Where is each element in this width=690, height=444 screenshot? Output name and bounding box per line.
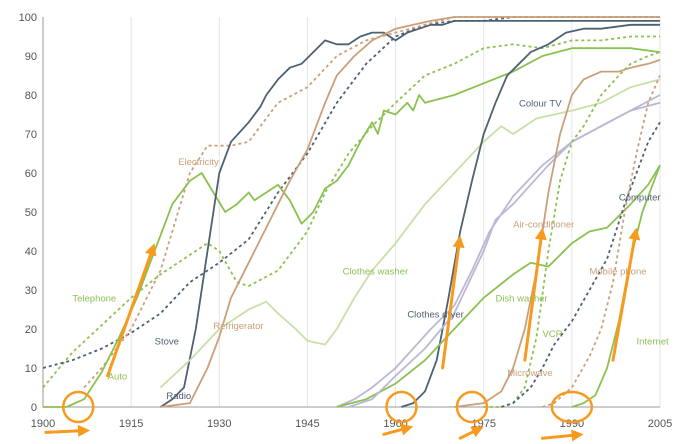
x-tick-label: 1915 (119, 418, 143, 430)
series-line-colour-tv (401, 23, 660, 408)
series-label-electricity: Electricity (178, 157, 219, 168)
series-label-clothes-dryer: Clothes dryer (407, 309, 464, 320)
series-line-telephone (42, 35, 660, 389)
series-label-radio: Radio (166, 391, 191, 402)
series-line-refrigerator (160, 16, 660, 408)
grid-lines (42, 17, 661, 407)
axis-arrow-3-head (470, 426, 484, 438)
axis-arrow-2-head (400, 423, 414, 436)
series-label-computer: Computer (619, 192, 661, 203)
y-tick-label: 70 (25, 129, 37, 141)
y-tick-label: 100 (19, 12, 37, 24)
x-tick-label: 2005 (648, 418, 672, 430)
series-label-stove: Stove (155, 337, 179, 348)
y-tick-label: 60 (25, 168, 37, 180)
series-label-dish-washer: Dish washer (495, 294, 547, 305)
axis-arrow-2 (382, 428, 404, 436)
highlight-circle-4 (550, 390, 594, 424)
series-line-auto (43, 47, 661, 408)
x-tick-label: 1900 (31, 418, 55, 430)
orange-annotations (44, 227, 641, 442)
y-tick-label: 20 (25, 324, 37, 336)
series-label-microwave: Microwave (507, 368, 552, 379)
series-line-stove (42, 16, 660, 369)
y-tick-label: 30 (25, 285, 37, 297)
axis-arrow-3 (458, 430, 475, 440)
y-tick-label: 90 (25, 51, 37, 63)
series-label-clothes-washer: Clothes washer (343, 266, 408, 277)
series-label-refrigerator: Refrigerator (213, 321, 263, 332)
axis-arrow-1 (44, 429, 80, 434)
y-tick-label: 80 (25, 90, 37, 102)
trend-arrow-2-head (452, 235, 465, 249)
series-label-air-conditioner: Air-conditioner (513, 220, 574, 231)
series-line-clothes-washer (159, 78, 661, 389)
series-labels: Telephone Stove Auto Radio Electricity Refrig… (72, 99, 669, 403)
series-line-air-conditioner (348, 101, 661, 408)
series-line-electricity (83, 16, 660, 389)
trend-arrow-4-head (628, 227, 641, 241)
x-tick-label: 1945 (295, 418, 319, 430)
highlight-circle-3 (455, 390, 489, 424)
y-tick-label: 10 (25, 363, 37, 375)
trend-arrow-1 (106, 253, 153, 378)
series-label-internet: Internet (636, 337, 669, 348)
trend-arrow-2 (441, 245, 461, 370)
trend-arrow-3 (523, 237, 543, 362)
x-tick-label: 1930 (207, 418, 231, 430)
axis-arrow-1-head (77, 424, 90, 437)
y-tick-label: 0 (31, 402, 37, 414)
y-tick-label: 50 (25, 207, 37, 219)
series-lines (42, 16, 661, 408)
series-line-radio (160, 20, 660, 408)
series-label-telephone: Telephone (72, 294, 116, 305)
series-line-computer (501, 121, 661, 408)
series-label-auto: Auto (108, 372, 128, 383)
series-label-mobile-phone: Mobile phone (589, 266, 646, 277)
series-line-mobile-phone (542, 75, 661, 408)
series-line-microwave (454, 59, 661, 408)
trend-arrow-1-head (145, 243, 157, 257)
trend-arrow-3-head (534, 227, 547, 241)
trend-arrow-4 (611, 237, 636, 362)
axes (42, 17, 660, 408)
axis-arrow-4 (540, 433, 574, 440)
y-tick-label: 40 (25, 246, 37, 258)
highlight-circle-2 (385, 390, 418, 424)
axis-arrow-4-head (571, 429, 584, 442)
series-label-vcr: VCR (542, 329, 562, 340)
series-label-colour-tv: Colour TV (519, 99, 562, 110)
highlight-circle-1 (62, 390, 95, 424)
